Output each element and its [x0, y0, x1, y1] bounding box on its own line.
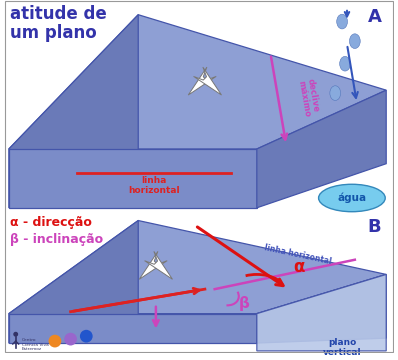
- Polygon shape: [9, 15, 138, 208]
- Ellipse shape: [49, 335, 61, 347]
- Polygon shape: [188, 67, 216, 95]
- Polygon shape: [9, 15, 386, 149]
- Polygon shape: [144, 251, 172, 279]
- Ellipse shape: [318, 184, 385, 212]
- Text: A: A: [367, 8, 381, 26]
- Text: linha
horizontal: linha horizontal: [129, 176, 180, 195]
- Polygon shape: [9, 314, 257, 343]
- Ellipse shape: [330, 86, 341, 100]
- Ellipse shape: [337, 14, 347, 29]
- Polygon shape: [9, 221, 386, 314]
- Text: linha horizontal: linha horizontal: [264, 244, 332, 267]
- Polygon shape: [257, 90, 386, 208]
- Text: β - inclinação: β - inclinação: [10, 233, 103, 246]
- Ellipse shape: [349, 34, 360, 49]
- Polygon shape: [257, 274, 386, 343]
- Polygon shape: [257, 274, 386, 351]
- Polygon shape: [139, 251, 167, 279]
- Text: α: α: [293, 258, 304, 276]
- Text: plano
vertical: plano vertical: [323, 338, 361, 357]
- Text: B: B: [368, 217, 381, 235]
- Polygon shape: [9, 149, 257, 208]
- Ellipse shape: [13, 332, 18, 337]
- Ellipse shape: [339, 57, 350, 71]
- Polygon shape: [9, 221, 138, 343]
- Text: α - direcção: α - direcção: [10, 216, 92, 229]
- Text: declive
máximo: declive máximo: [296, 78, 321, 118]
- Text: atitude de
um plano: atitude de um plano: [10, 5, 107, 42]
- Ellipse shape: [80, 330, 93, 343]
- Text: β: β: [239, 296, 250, 311]
- Text: Centro
Ciência Viva
Estremoz: Centro Ciência Viva Estremoz: [21, 338, 48, 351]
- Polygon shape: [193, 67, 222, 95]
- Text: água: água: [338, 193, 367, 203]
- Ellipse shape: [64, 333, 77, 346]
